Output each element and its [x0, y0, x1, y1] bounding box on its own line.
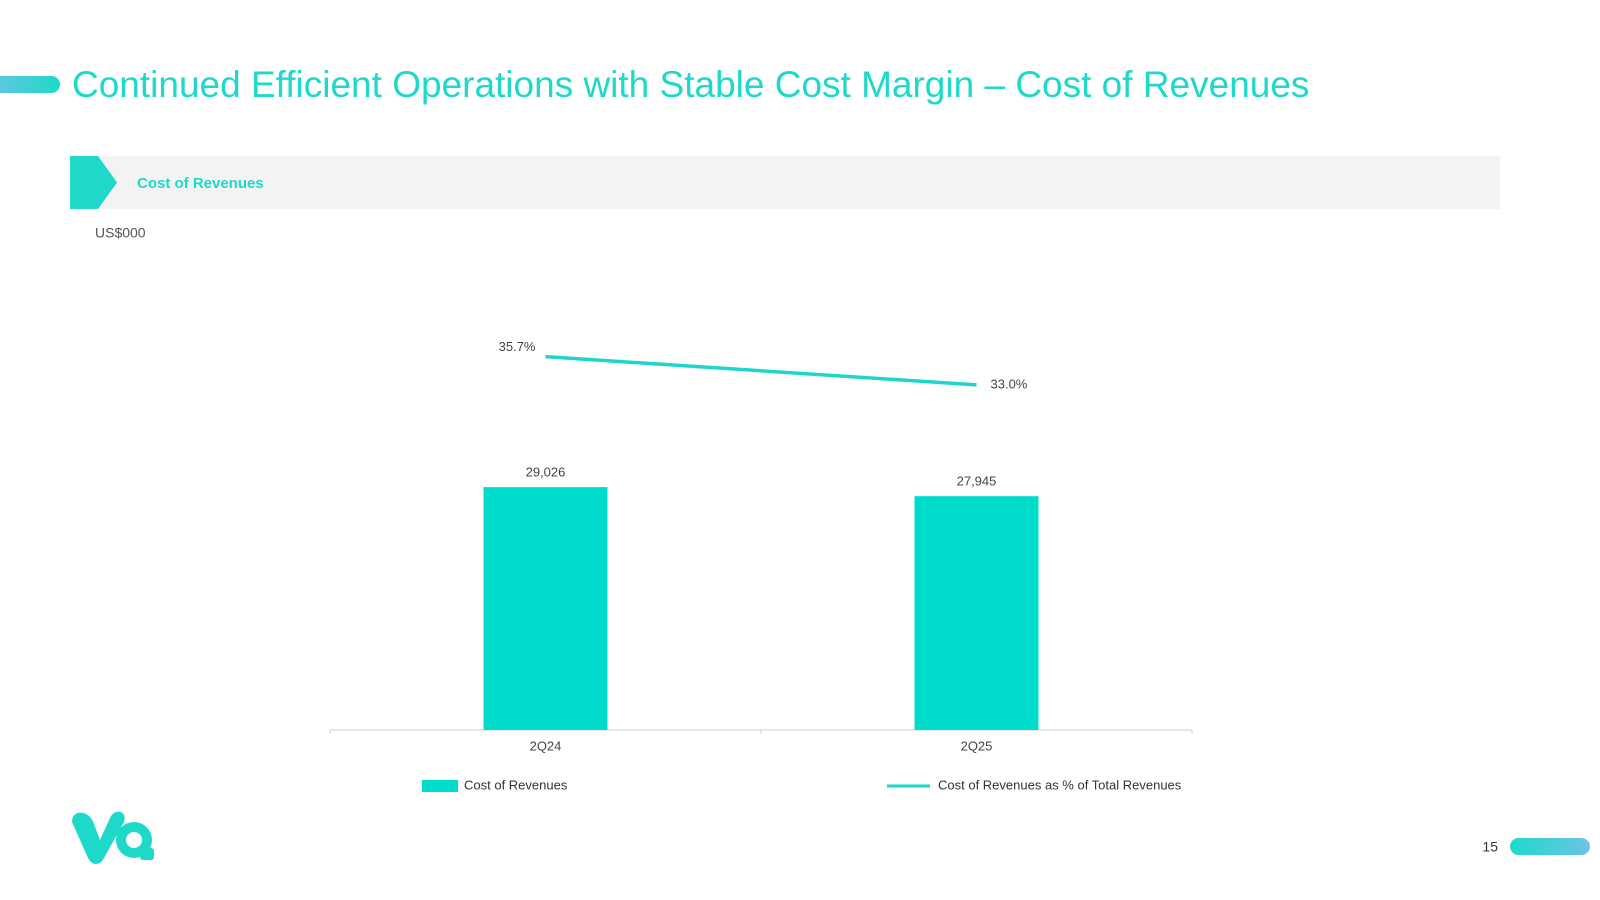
legend-swatch — [422, 780, 458, 792]
logo-a-hole — [126, 832, 142, 848]
unit-label: US$000 — [95, 225, 146, 241]
bar-value-label: 29,026 — [526, 465, 566, 480]
line-value-label: 35.7% — [499, 339, 536, 354]
legend-label: Cost of Revenues — [464, 777, 568, 792]
section-chevron — [70, 156, 117, 209]
x-tick-label: 2Q25 — [961, 738, 993, 753]
legend-label: Cost of Revenues as % of Total Revenues — [938, 777, 1182, 792]
logo-a-tail — [140, 848, 154, 860]
section-title: Cost of Revenues — [137, 175, 264, 192]
line — [545, 354, 977, 387]
bar — [483, 487, 608, 730]
line-value-label: 33.0% — [991, 376, 1028, 391]
header-pill — [0, 76, 60, 93]
section-band — [70, 156, 1500, 209]
x-tick-label: 2Q24 — [530, 738, 562, 753]
logo-y — [72, 811, 125, 864]
page-number: 15 — [1482, 839, 1498, 855]
slide-title: Continued Efficient Operations with Stab… — [72, 64, 1309, 105]
footer-pill — [1510, 838, 1590, 855]
bar-value-label: 27,945 — [957, 474, 997, 489]
bar — [914, 496, 1039, 730]
logo — [72, 811, 154, 864]
